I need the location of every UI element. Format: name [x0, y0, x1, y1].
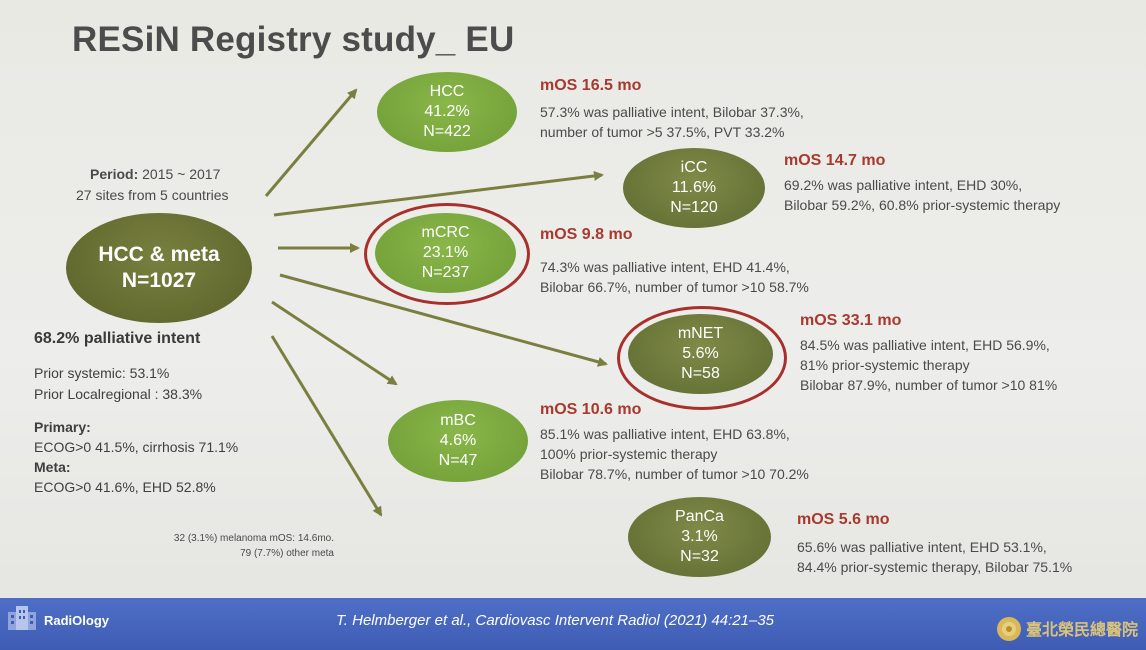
footer-bar: RadiOlogy T. Helmberger et al., Cardiova…	[0, 598, 1146, 650]
mnet-n: N=58	[681, 365, 720, 382]
center-n: N=1027	[121, 269, 197, 292]
mbc-desc-line1: 85.1% was palliative intent, EHD 63.8%,	[540, 426, 790, 442]
center-node: HCC & meta N=1027	[66, 213, 252, 323]
hcc-desc: 57.3% was palliative intent, Bilobar 37.…	[540, 102, 804, 142]
panca-mos: mOS 5.6 mo	[797, 511, 890, 528]
mnet-desc-line1: 84.5% was palliative intent, EHD 56.9%,	[800, 337, 1050, 353]
period-line: Period: 2015 ~ 2017	[90, 165, 220, 184]
hospital-building-icon	[8, 606, 36, 630]
other-meta-note: 79 (7.7%) other meta	[240, 548, 334, 559]
mnet-desc: 84.5% was palliative intent, EHD 56.9%, …	[800, 335, 1057, 395]
node-panca: PanCa 3.1% N=32	[628, 497, 771, 577]
radiology-logo: RadiOlogy	[44, 613, 110, 628]
node-mbc: mBC 4.6% N=47	[388, 400, 528, 482]
panca-pct: 3.1%	[681, 528, 718, 545]
icc-mos: mOS 14.7 mo	[784, 152, 886, 169]
prior-systemic: Prior systemic: 53.1%	[34, 365, 170, 381]
mcrc-desc-line1: 74.3% was palliative intent, EHD 41.4%,	[540, 259, 790, 275]
period-value: 2015 ~ 2017	[142, 166, 221, 182]
icc-n: N=120	[670, 199, 718, 216]
arrow-to-mbc	[271, 300, 398, 386]
citation: T. Helmberger et al., Cardiovasc Interve…	[336, 612, 775, 629]
melanoma-note: 32 (3.1%) melanoma mOS: 14.6mo.	[173, 533, 334, 544]
panca-desc-line2: 84.4% prior-systemic therapy, Bilobar 75…	[797, 559, 1073, 575]
panca-desc-line1: 65.6% was palliative intent, EHD 53.1%,	[797, 539, 1047, 555]
icc-desc-line2: Bilobar 59.2%, 60.8% prior-systemic ther…	[784, 197, 1061, 213]
icc-desc-line1: 69.2% was palliative intent, EHD 30%,	[784, 177, 1023, 193]
primary-label: Primary:	[34, 419, 91, 435]
mcrc-pct: 23.1%	[422, 244, 469, 261]
palliative-stat: 68.2% palliative intent	[34, 330, 201, 347]
mcrc-mos: mOS 9.8 mo	[540, 226, 633, 243]
sites-line: 27 sites from 5 countries	[76, 187, 229, 203]
node-mcrc: mCRC 23.1% N=237	[375, 213, 516, 293]
mnet-desc-line3: Bilobar 87.9%, number of tumor >10 81%	[800, 377, 1058, 393]
mnet-mos: mOS 33.1 mo	[800, 312, 902, 329]
icc-name: iCC	[680, 159, 708, 176]
hcc-mos: mOS 16.5 mo	[540, 77, 642, 94]
slide-title: RESiN Registry study_ EU	[72, 20, 515, 59]
icc-desc: 69.2% was palliative intent, EHD 30%, Bi…	[784, 175, 1060, 215]
node-icc: iCC 11.6% N=120	[623, 148, 765, 228]
mbc-n: N=47	[438, 452, 478, 469]
center-name: HCC & meta	[98, 242, 220, 266]
mcrc-desc: 74.3% was palliative intent, EHD 41.4%, …	[540, 257, 809, 297]
hcc-pct: 41.2%	[424, 103, 470, 120]
hcc-desc-line1: 57.3% was palliative intent, Bilobar 37.…	[540, 104, 804, 120]
mcrc-desc-line2: Bilobar 66.7%, number of tumor >10 58.7%	[540, 279, 809, 295]
mnet-pct: 5.6%	[682, 345, 719, 362]
mnet-name: mNET	[677, 325, 724, 342]
mcrc-name: mCRC	[421, 224, 470, 241]
hospital-emblem-icon	[997, 617, 1021, 641]
node-hcc: HCC 41.2% N=422	[377, 72, 517, 152]
mbc-desc-line3: Bilobar 78.7%, number of tumor >10 70.2%	[540, 466, 809, 482]
hcc-name: HCC	[429, 83, 465, 100]
mbc-name: mBC	[440, 412, 476, 429]
icc-pct: 11.6%	[671, 179, 717, 196]
mbc-mos: mOS 10.6 mo	[540, 401, 642, 418]
meta-label: Meta:	[34, 459, 71, 475]
hospital-name: 臺北榮民總醫院	[1026, 620, 1139, 639]
mcrc-n: N=237	[421, 264, 470, 281]
primary-value: ECOG>0 41.5%, cirrhosis 71.1%	[34, 439, 239, 455]
mcrc-highlight-ring	[364, 203, 530, 305]
mnet-desc-line2: 81% prior-systemic therapy	[800, 357, 970, 373]
mnet-highlight-ring	[617, 306, 787, 410]
mbc-desc-line2: 100% prior-systemic therapy	[540, 446, 718, 462]
node-mnet: mNET 5.6% N=58	[628, 314, 773, 394]
hcc-n: N=422	[423, 123, 471, 140]
hcc-desc-line2: number of tumor >5 37.5%, PVT 33.2%	[540, 124, 785, 140]
panca-name: PanCa	[675, 508, 724, 525]
prior-locoregional: Prior Localregional : 38.3%	[34, 386, 203, 402]
arrow-to-panca	[270, 335, 383, 517]
period-label: Period:	[90, 166, 139, 182]
arrow-to-icc	[273, 171, 604, 217]
arrow-to-mnet	[279, 273, 608, 367]
panca-n: N=32	[680, 548, 719, 565]
mbc-desc: 85.1% was palliative intent, EHD 63.8%, …	[540, 424, 809, 484]
mbc-pct: 4.6%	[439, 432, 477, 449]
meta-value: ECOG>0 41.6%, EHD 52.8%	[34, 479, 216, 495]
panca-desc: 65.6% was palliative intent, EHD 53.1%, …	[797, 537, 1072, 577]
arrow-to-hcc	[264, 88, 358, 197]
